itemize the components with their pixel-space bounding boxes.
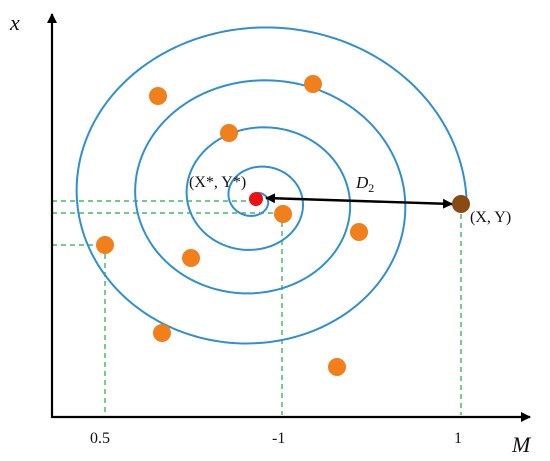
current-point-dot [452, 195, 470, 213]
current-point-label: (X, Y) [470, 209, 511, 226]
spiral-points [96, 75, 368, 376]
spiral-point [153, 324, 171, 342]
tick-label-minus-1: -1 [272, 430, 285, 447]
spiral-curve [75, 26, 468, 345]
distance-arrow [265, 193, 453, 209]
axes [47, 13, 531, 422]
spiral-point [328, 358, 346, 376]
spiral-point [149, 87, 167, 105]
spiral-point [350, 223, 368, 241]
tick-label-1: 1 [454, 430, 462, 447]
spiral-point [220, 124, 238, 142]
spiral-point [274, 205, 292, 223]
guide-lines [52, 200, 462, 415]
distance-symbol: D [355, 173, 369, 192]
x-axis-label: M [511, 432, 532, 457]
spiral-point [96, 236, 114, 254]
spiral-point [304, 75, 322, 93]
tick-label-0-5: 0.5 [90, 430, 110, 447]
center-point-dot [249, 192, 263, 206]
distance-label: D2 [355, 173, 374, 195]
spiral-point [182, 249, 200, 267]
distance-subscript: 2 [368, 181, 374, 195]
center-point-label: (X*, Y*) [189, 174, 246, 191]
y-axis-label: x [9, 10, 20, 35]
